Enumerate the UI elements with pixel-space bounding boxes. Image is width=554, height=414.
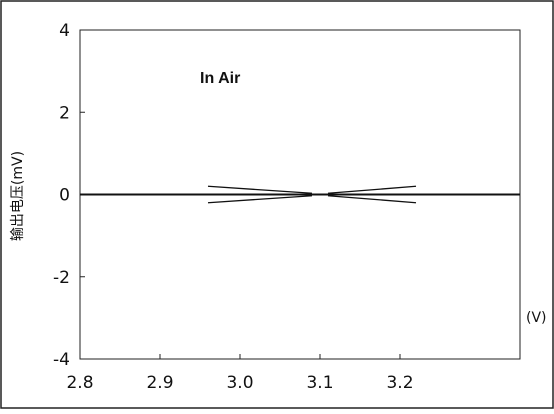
signal-envelope-series: [327, 195, 417, 204]
signal-envelope-series: [207, 195, 313, 204]
signal-envelope-series: [327, 185, 417, 194]
y-axis: 4 2 0 -2 -4: [53, 21, 85, 370]
y-tick-label: 2: [59, 103, 70, 123]
x-tick-label: 3.2: [386, 373, 413, 393]
y-tick-label: -2: [53, 268, 70, 288]
x-axis: 2.8 2.9 3.0 3.1 3.2: [66, 354, 414, 393]
y-tick-label: 0: [59, 186, 70, 206]
y-tick-label: 4: [59, 21, 70, 41]
signal-envelope-series: [207, 185, 313, 194]
x-tick-label: 3.1: [306, 373, 333, 393]
series-layer: [80, 185, 520, 204]
annotation-label: In Air: [200, 70, 240, 87]
x-tick-label: 3.0: [226, 373, 253, 393]
y-axis-label: 输出电压(mV): [10, 151, 26, 241]
x-axis-label: (V): [526, 310, 547, 326]
x-tick-label: 2.9: [146, 373, 173, 393]
y-tick-label: -4: [53, 350, 70, 370]
x-tick-label: 2.8: [66, 373, 93, 393]
